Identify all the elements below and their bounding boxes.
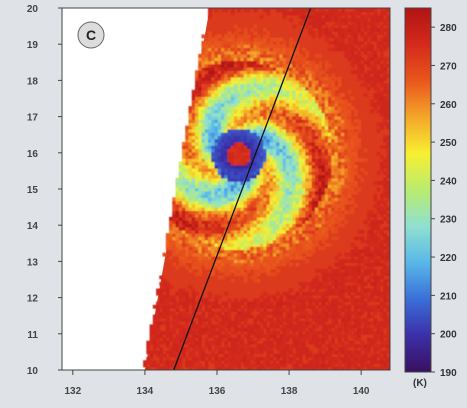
colorbar-unit: (K) (413, 378, 427, 389)
colorbar-tick-label: 260 (440, 100, 457, 111)
data-swath (143, 8, 390, 370)
x-tick-label: 134 (137, 386, 154, 397)
orbit-track-line (173, 8, 312, 370)
y-axis: 10 11 12 13 14 15 16 17 18 19 20 (27, 4, 62, 377)
colorbar-tick-label: 240 (440, 176, 457, 187)
colorbar-tick-label: 250 (440, 138, 457, 149)
y-tick-label: 12 (27, 294, 39, 305)
y-tick-label: 15 (27, 185, 39, 196)
x-axis: 132 134 136 138 140 (64, 370, 370, 397)
colorbar-tick-label: 200 (440, 330, 457, 341)
y-tick-label: 10 (27, 366, 39, 377)
y-tick-label: 11 (27, 330, 38, 341)
panel-label-badge: C (77, 21, 105, 49)
colorbar-tick-label: 220 (440, 253, 457, 264)
y-tick-label: 16 (27, 149, 39, 160)
temperature-cells (143, 8, 390, 370)
y-tick-label: 14 (27, 221, 39, 232)
colorbar-ticks: 190 200 210 220 230 240 250 260 270 280 (431, 23, 457, 379)
panel-label: C (86, 27, 96, 43)
x-tick-label: 132 (64, 386, 81, 397)
colorbar-tick-label: 230 (440, 215, 457, 226)
colorbar (404, 7, 432, 373)
x-tick-label: 138 (281, 386, 298, 397)
colorbar-tick-label: 210 (440, 291, 457, 302)
colorbar-tick-label: 190 (440, 368, 457, 379)
y-tick-label: 20 (27, 4, 39, 15)
colorbar-tick-label: 280 (440, 23, 457, 34)
x-tick-label: 140 (353, 386, 370, 397)
x-tick-label: 136 (209, 386, 226, 397)
y-tick-label: 17 (27, 113, 39, 124)
y-tick-label: 18 (27, 76, 39, 87)
y-tick-label: 19 (27, 40, 39, 51)
colorbar-tick-label: 270 (440, 61, 457, 72)
y-tick-label: 13 (27, 257, 39, 268)
